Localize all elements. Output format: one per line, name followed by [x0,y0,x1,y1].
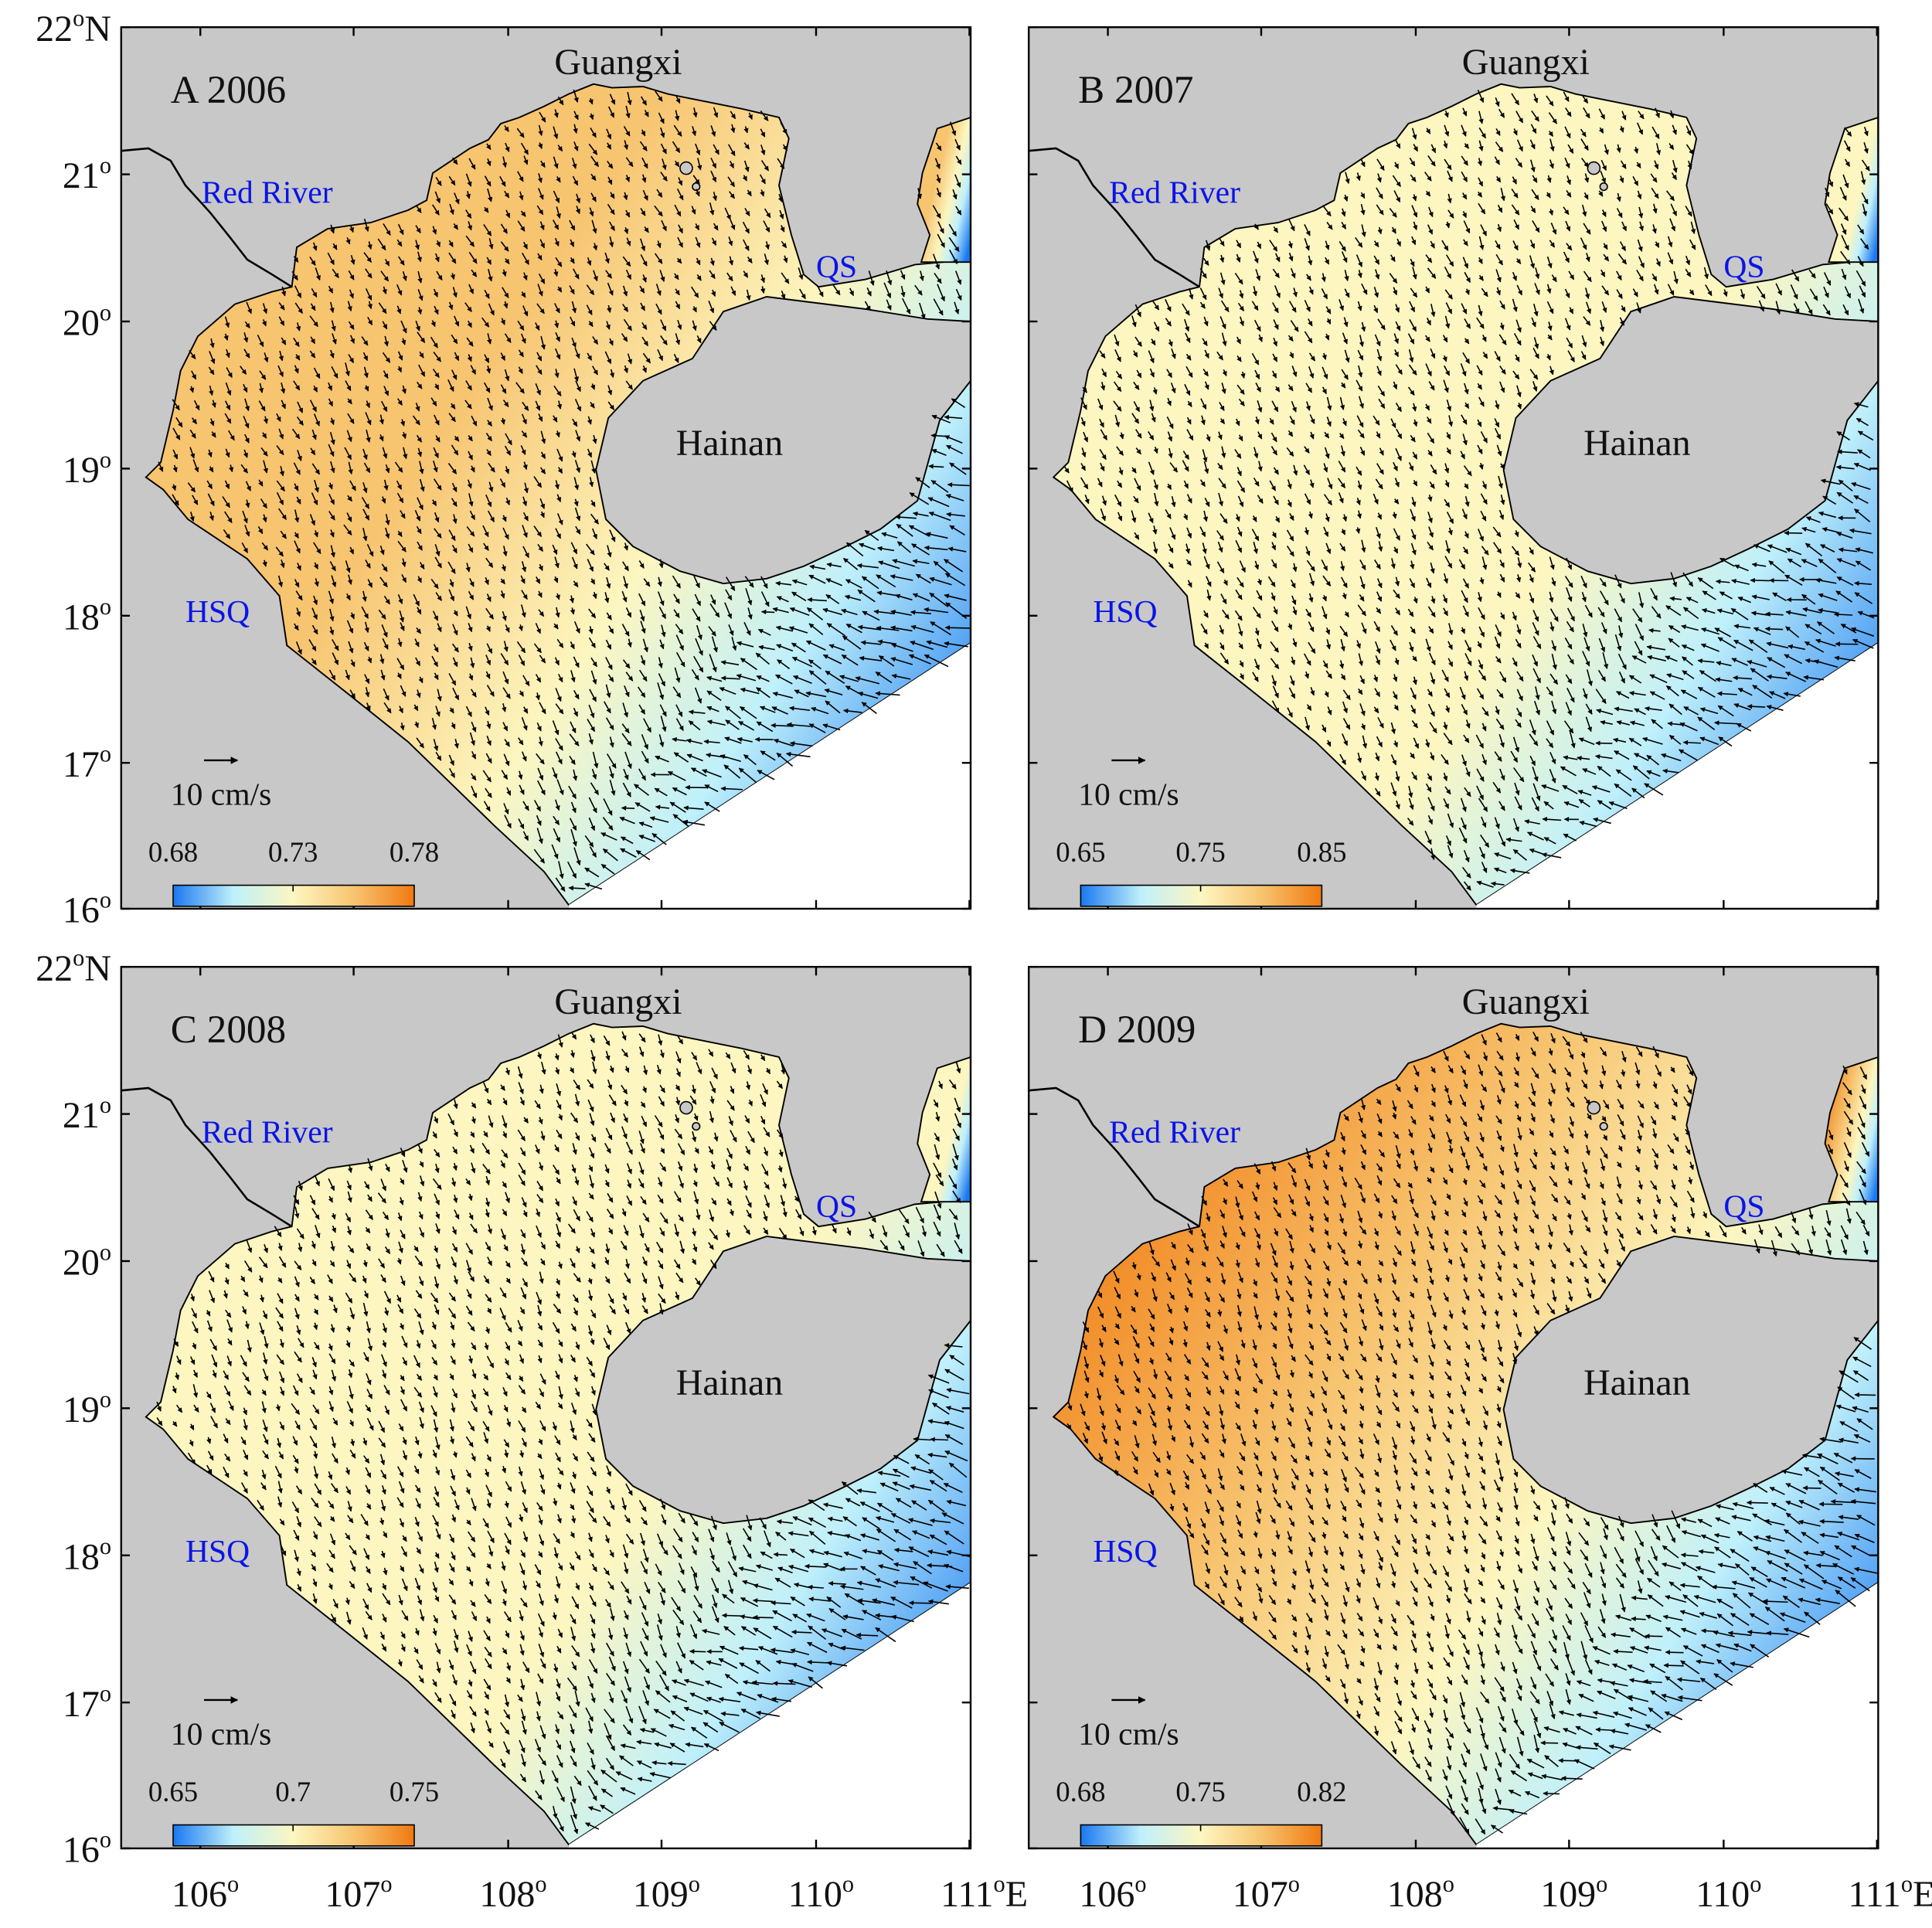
island [1587,161,1601,175]
place-label-hainan: Hainan [676,423,784,464]
degree-mark: o [100,299,111,325]
place-label-red-river: Red River [202,1114,333,1149]
degree-mark: o [100,1681,111,1707]
place-label-qs: QS [816,1188,857,1223]
lon-label: 109o [633,1871,700,1915]
lat-label: 20o [63,299,111,343]
degree-mark: o [73,5,84,32]
lat-label: 18o [63,593,111,638]
current-vector [944,625,971,631]
lat-label: 22oN [36,945,111,989]
island [679,161,693,175]
colorbar-tick-label: 0.65 [1056,836,1105,868]
current-vector [791,1629,812,1635]
colorbar-tick-label: 0.75 [389,1776,439,1807]
place-label-guangxi: Guangxi [554,42,682,83]
panel-title: C 2008 [171,1008,286,1052]
degree-mark: o [100,1386,111,1413]
degree-mark: o [100,1239,111,1265]
current-vector [621,805,635,811]
current-vector [752,1614,774,1620]
degree-mark: o [100,1092,111,1118]
colorbar [172,884,415,907]
degree-mark: o [535,1871,546,1897]
current-vector [855,1632,879,1638]
current-vector [1747,703,1766,709]
place-label-hsq: HSQ [185,1533,250,1569]
degree-mark: o [100,1826,111,1852]
place-label-hainan: Hainan [676,1362,784,1403]
place-label-hainan: Hainan [1583,423,1691,464]
place-label-hsq: HSQ [1093,593,1157,629]
panel-title: B 2007 [1078,68,1193,112]
colorbar-tick-label: 0.65 [148,1776,198,1807]
map-panel-a: A 2006 Guangxi Hainan Red River QS HSQ 10 cm/s… [36,5,972,931]
vector-scale-label: 10 cm/s [171,1716,272,1752]
current-vector [689,1648,706,1654]
lat-label: 22oN [36,5,111,49]
degree-mark: o [100,886,111,913]
lat-label: 20o [63,1239,111,1283]
place-label-red-river: Red River [202,174,333,209]
degree-mark: o [842,1871,854,1897]
place-label-red-river: Red River [1109,174,1240,209]
lon-label: 106o [172,1871,239,1915]
lat-label: 16o [63,1826,111,1870]
lat-label: 19o [63,447,111,491]
vector-scale-label: 10 cm/s [171,777,272,812]
current-vector [760,609,775,615]
degree-mark: o [100,447,111,473]
current-vector [1750,577,1770,583]
colorbar-tick-label: 0.78 [389,836,439,868]
lat-label: 16o [63,886,111,930]
current-vector [1833,611,1853,617]
degree-mark: o [689,1871,700,1897]
lat-label: 17o [63,1681,111,1725]
current-vector [1746,1500,1768,1505]
colorbar-tick-label: 0.73 [268,836,318,868]
lon-label: 108o [479,1871,546,1915]
current-vector [1764,626,1784,632]
colorbar [172,1824,415,1847]
island [692,1121,701,1131]
degree-mark: o [73,945,84,971]
place-label-hsq: HSQ [185,593,250,629]
place-label-qs: QS [1723,248,1764,284]
island [1599,182,1608,192]
map-panel-c: C 2008 Guangxi Hainan Red River QS HSQ 10 cm/s… [36,945,1028,1916]
degree-mark: o [100,1533,111,1559]
vector-scale-label: 10 cm/s [1078,777,1179,812]
lon-label: 111oE [940,1871,1028,1915]
panel-title: A 2006 [171,68,286,112]
lon-label: 110o [788,1871,854,1915]
lat-label: 17o [63,741,111,785]
island [1599,1121,1608,1131]
degree-mark: o [994,1871,1005,1897]
degree-mark: o [380,1871,392,1897]
lon-label: 107o [325,1871,392,1915]
place-label-guangxi: Guangxi [1462,42,1590,83]
colorbar-tick-label: 0.7 [275,1776,311,1807]
lat-label: 18o [63,1533,111,1577]
current-vector [568,886,586,891]
place-label-guangxi: Guangxi [554,981,682,1022]
lat-label: 21o [63,1092,111,1136]
colorbar-tick-label: 0.68 [148,836,198,868]
colorbar-tick-label: 0.85 [1297,836,1346,868]
lat-label: 19o [63,1386,111,1430]
degree-mark: o [100,152,111,179]
degree-mark: o [100,741,111,767]
degree-mark: o [227,1871,239,1897]
map-panel-b: B 2007 Guangxi Hainan Red River QS HSQ 10 cm/s… [1027,26,1879,910]
colorbar-tick-label: 0.75 [1175,836,1225,868]
place-label-qs: QS [816,248,857,284]
current-vector [721,1613,742,1618]
degree-mark: o [100,593,111,620]
lat-label: 21o [63,152,111,196]
current-vector [773,1552,788,1557]
island [679,1100,693,1115]
